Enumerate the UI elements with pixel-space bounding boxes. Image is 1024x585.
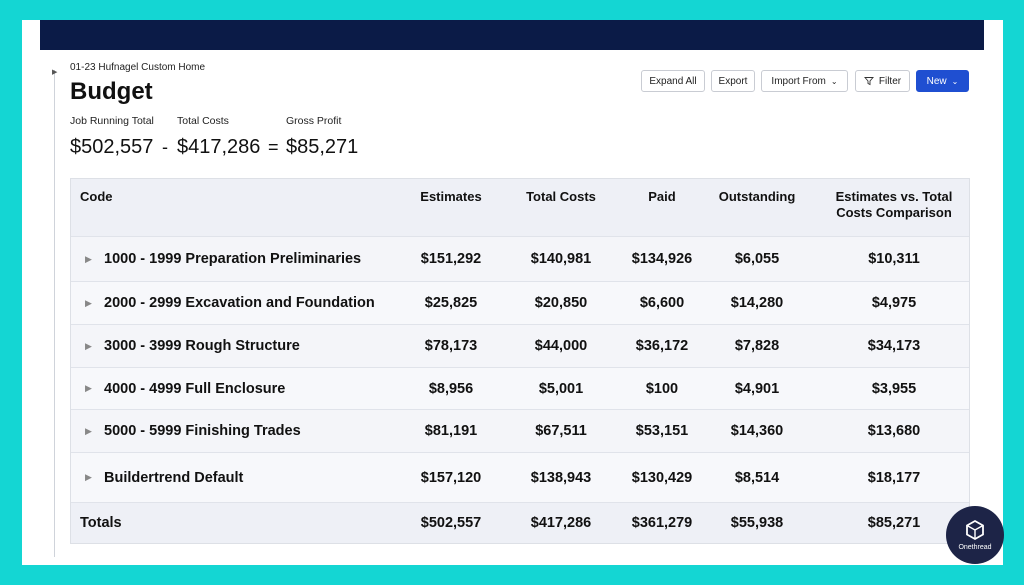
total-costs-value: $417,286 xyxy=(177,136,261,158)
new-label: New xyxy=(926,75,947,87)
table-row[interactable]: ▶ 3000 - 3999 Rough Structure $78,173 $4… xyxy=(71,324,969,367)
sidebar-divider xyxy=(54,70,55,557)
row-comparison: $4,975 xyxy=(871,295,917,311)
chevron-down-icon: ⌄ xyxy=(830,76,838,86)
row-estimates: $78,173 xyxy=(424,338,478,354)
column-header-comparison-line1: Estimates vs. Total xyxy=(835,189,953,204)
row-paid: $100 xyxy=(645,380,679,397)
new-button[interactable]: New ⌄ xyxy=(916,70,969,92)
totals-estimates: $502,557 xyxy=(420,515,482,531)
chevron-down-icon: ⌄ xyxy=(951,76,959,86)
row-paid: $134,926 xyxy=(631,251,693,267)
row-paid: $6,600 xyxy=(639,295,685,311)
row-outstanding: $6,055 xyxy=(734,251,780,267)
totals-total-costs: $417,286 xyxy=(530,515,592,531)
row-code: 5000 - 5999 Finishing Trades xyxy=(104,423,301,439)
totals-row: Totals $502,557 $417,286 $361,279 $55,93… xyxy=(71,502,969,543)
row-outstanding: $14,280 xyxy=(730,295,784,311)
column-header-total-costs[interactable]: Total Costs xyxy=(526,189,596,204)
row-total-costs: $44,000 xyxy=(534,338,588,354)
filter-label: Filter xyxy=(878,75,902,87)
budget-table: Code Estimates Total Costs Paid Outstand… xyxy=(70,178,970,544)
row-comparison: $10,311 xyxy=(868,251,920,267)
row-comparison: $13,680 xyxy=(867,423,921,439)
expand-row-icon[interactable]: ▶ xyxy=(85,297,92,308)
row-total-costs: $67,511 xyxy=(535,423,587,439)
gross-profit-label: Gross Profit xyxy=(286,115,342,127)
job-running-total-label: Job Running Total xyxy=(70,115,154,127)
job-running-total-value: $502,557 xyxy=(70,136,154,158)
expand-row-icon[interactable]: ▶ xyxy=(85,472,92,482)
row-estimates: $25,825 xyxy=(424,295,478,311)
row-code: Buildertrend Default xyxy=(104,469,244,486)
page-title: Budget xyxy=(70,78,153,105)
table-row[interactable]: ▶ 1000 - 1999 Preparation Preliminaries … xyxy=(71,236,969,281)
row-outstanding: $7,828 xyxy=(734,338,780,354)
row-comparison: $18,177 xyxy=(867,469,921,486)
import-from-label: Import From xyxy=(771,75,826,87)
gross-profit-value: $85,271 xyxy=(286,136,359,158)
row-total-costs: $5,001 xyxy=(538,380,584,397)
totals-label: Totals xyxy=(80,515,122,531)
expand-row-icon[interactable]: ▶ xyxy=(85,383,92,393)
row-estimates: $157,120 xyxy=(420,469,482,486)
expand-row-icon[interactable]: ▶ xyxy=(85,425,92,436)
row-code: 3000 - 3999 Rough Structure xyxy=(104,338,300,354)
row-estimates: $151,292 xyxy=(420,251,482,267)
filter-button[interactable]: Filter xyxy=(855,70,910,92)
top-navigation-bar xyxy=(40,20,984,50)
expand-all-label: Expand All xyxy=(649,75,697,87)
export-button[interactable]: Export xyxy=(711,70,755,92)
row-total-costs: $140,981 xyxy=(530,251,592,267)
totals-paid: $361,279 xyxy=(631,515,693,531)
column-header-paid[interactable]: Paid xyxy=(648,189,676,204)
column-header-outstanding[interactable]: Outstanding xyxy=(718,189,796,204)
row-paid: $130,429 xyxy=(631,469,693,486)
import-from-dropdown[interactable]: Import From ⌄ xyxy=(761,70,848,92)
expand-all-button[interactable]: Expand All xyxy=(641,70,705,92)
table-row[interactable]: ▶ Buildertrend Default $157,120 $138,943… xyxy=(71,452,969,502)
export-label: Export xyxy=(718,75,748,87)
row-outstanding: $8,514 xyxy=(734,469,780,486)
row-paid: $53,151 xyxy=(635,423,689,439)
watermark-text: Onethread xyxy=(958,544,992,551)
column-header-code[interactable]: Code xyxy=(80,189,113,204)
row-paid: $36,172 xyxy=(635,338,689,354)
row-code: 4000 - 4999 Full Enclosure xyxy=(104,380,286,397)
cube-logo-icon xyxy=(966,519,984,541)
filter-icon xyxy=(863,77,874,86)
app-frame: ▶ 01-23 Hufnagel Custom Home Budget Job … xyxy=(22,20,1004,565)
equals-operator: = xyxy=(268,137,279,157)
table-row[interactable]: ▶ 4000 - 4999 Full Enclosure $8,956 $5,0… xyxy=(71,367,969,409)
table-header: Code Estimates Total Costs Paid Outstand… xyxy=(71,179,969,236)
table-row[interactable]: ▶ 2000 - 2999 Excavation and Foundation … xyxy=(71,281,969,324)
totals-outstanding: $55,938 xyxy=(730,515,784,531)
table-row[interactable]: ▶ 5000 - 5999 Finishing Trades $81,191 $… xyxy=(71,409,969,452)
minus-operator: - xyxy=(162,137,168,157)
row-comparison: $3,955 xyxy=(871,380,917,397)
column-header-comparison-line2: Costs Comparison xyxy=(836,205,952,220)
row-code: 1000 - 1999 Preparation Preliminaries xyxy=(104,251,362,267)
expand-row-icon[interactable]: ▶ xyxy=(85,340,92,351)
row-code: 2000 - 2999 Excavation and Foundation xyxy=(104,295,375,311)
totals-comparison: $85,271 xyxy=(867,515,921,531)
row-total-costs: $138,943 xyxy=(530,469,592,486)
row-outstanding: $14,360 xyxy=(730,423,784,439)
row-estimates: $8,956 xyxy=(428,380,474,397)
row-outstanding: $4,901 xyxy=(734,380,780,397)
column-header-comparison[interactable]: Estimates vs. Total Costs Comparison xyxy=(814,189,974,221)
total-costs-label: Total Costs xyxy=(177,115,229,127)
column-header-estimates[interactable]: Estimates xyxy=(420,189,482,204)
job-name: 01-23 Hufnagel Custom Home xyxy=(70,62,206,73)
row-estimates: $81,191 xyxy=(424,423,478,439)
row-total-costs: $20,850 xyxy=(534,295,588,311)
onethread-logo: Onethread xyxy=(946,506,1004,564)
row-comparison: $34,173 xyxy=(867,338,921,354)
expand-row-icon[interactable]: ▶ xyxy=(85,253,92,264)
sidebar-toggle-icon[interactable]: ▶ xyxy=(52,69,58,76)
